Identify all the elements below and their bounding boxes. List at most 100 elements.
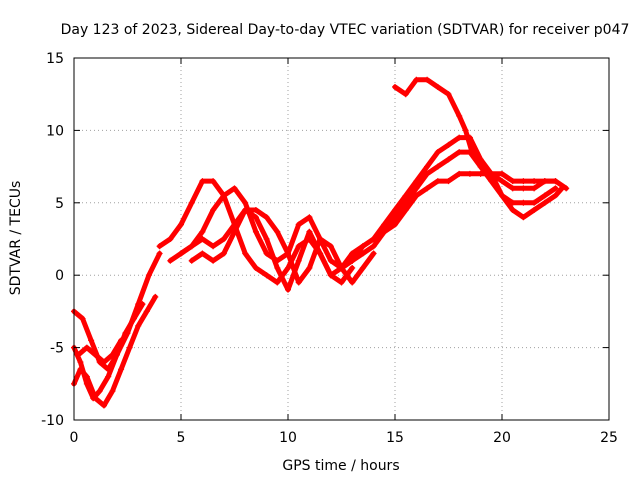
data-point <box>88 337 95 344</box>
data-point <box>83 373 90 380</box>
data-point <box>381 228 388 235</box>
data-point <box>531 199 538 206</box>
satellite-pass-8 <box>188 207 366 293</box>
data-point <box>77 366 84 373</box>
data-point <box>274 228 281 235</box>
data-point <box>285 264 291 271</box>
data-point <box>509 178 516 185</box>
y-tick-label: -10 <box>41 413 64 429</box>
data-point <box>143 308 150 315</box>
data-point <box>434 178 441 185</box>
data-point <box>338 279 345 286</box>
data-point <box>477 170 484 177</box>
data-point <box>231 228 238 235</box>
data-point <box>424 163 431 170</box>
data-point <box>424 170 431 177</box>
data-point <box>139 301 146 308</box>
data-point <box>349 264 356 271</box>
data-point <box>220 250 227 257</box>
data-point <box>306 228 313 235</box>
satellite-pass-4 <box>75 337 125 366</box>
data-point <box>167 257 174 264</box>
data-point <box>252 207 259 214</box>
satellite-pass-9 <box>338 134 565 271</box>
data-point <box>285 250 291 257</box>
data-point <box>392 83 398 90</box>
data-point <box>274 279 281 286</box>
satellite-pass-12 <box>392 76 570 192</box>
data-point <box>456 112 463 119</box>
data-point <box>109 388 116 395</box>
data-point <box>295 257 302 264</box>
satellite-pass-10 <box>349 149 559 264</box>
data-point <box>295 243 302 250</box>
data-point <box>317 236 324 242</box>
data-point <box>520 199 527 206</box>
data-point <box>105 373 112 380</box>
data-point <box>520 178 527 185</box>
data-point <box>359 250 366 257</box>
data-point <box>178 250 184 257</box>
data-point <box>520 214 527 221</box>
data-point <box>210 207 217 214</box>
data-point <box>402 207 409 214</box>
x-axis-label: GPS time / hours <box>282 458 399 474</box>
data-point <box>75 351 82 358</box>
data-point <box>199 236 206 242</box>
data-point <box>469 149 476 156</box>
data-point <box>509 207 516 214</box>
data-point <box>327 243 334 250</box>
data-point <box>242 199 249 206</box>
data-point <box>210 243 217 250</box>
data-point <box>96 388 103 395</box>
data-point <box>381 221 388 228</box>
data-point <box>199 250 206 257</box>
data-point <box>263 214 270 221</box>
axes: 0 5 10 15 20 25 -10 -5 0 5 10 15 <box>41 51 618 446</box>
data-point <box>413 178 420 185</box>
data-point <box>445 91 452 98</box>
data-point <box>295 221 302 228</box>
data-point <box>122 330 129 337</box>
data-point <box>520 185 527 192</box>
data-point <box>92 395 99 402</box>
data-point <box>392 214 398 221</box>
data-point <box>392 207 398 214</box>
data-point <box>359 264 366 271</box>
data-point <box>563 185 570 192</box>
data-point <box>392 221 398 228</box>
data-point <box>295 279 302 286</box>
chart-title: Day 123 of 2023, Sidereal Day-to-day VTE… <box>61 22 630 38</box>
data-point <box>531 207 538 214</box>
data-point <box>359 243 366 250</box>
x-tick-label: 25 <box>600 430 618 446</box>
data-point <box>541 199 548 206</box>
data-point <box>126 344 133 351</box>
data-point <box>263 250 270 257</box>
data-point <box>252 228 259 235</box>
data-point <box>488 178 495 185</box>
data-point <box>477 163 484 170</box>
data-point <box>167 236 174 242</box>
x-tick-label: 20 <box>493 430 511 446</box>
data-point <box>242 207 249 214</box>
data-point <box>327 272 334 279</box>
y-axis-label: SDTVAR / TECUs <box>8 181 24 296</box>
data-point <box>338 264 345 271</box>
data-point <box>552 192 559 199</box>
plot-frame <box>73 57 610 421</box>
data-point <box>445 156 452 163</box>
x-tick-label: 5 <box>177 430 186 446</box>
data-point <box>434 149 441 156</box>
data-point <box>92 351 99 358</box>
data-point <box>509 185 516 192</box>
data-point <box>156 250 163 257</box>
data-point <box>456 170 463 177</box>
data-point <box>541 192 548 199</box>
data-point <box>445 178 452 185</box>
y-tick-label: 10 <box>46 123 64 139</box>
data-point <box>370 250 377 257</box>
data-point <box>152 293 159 300</box>
data-point <box>210 257 217 264</box>
